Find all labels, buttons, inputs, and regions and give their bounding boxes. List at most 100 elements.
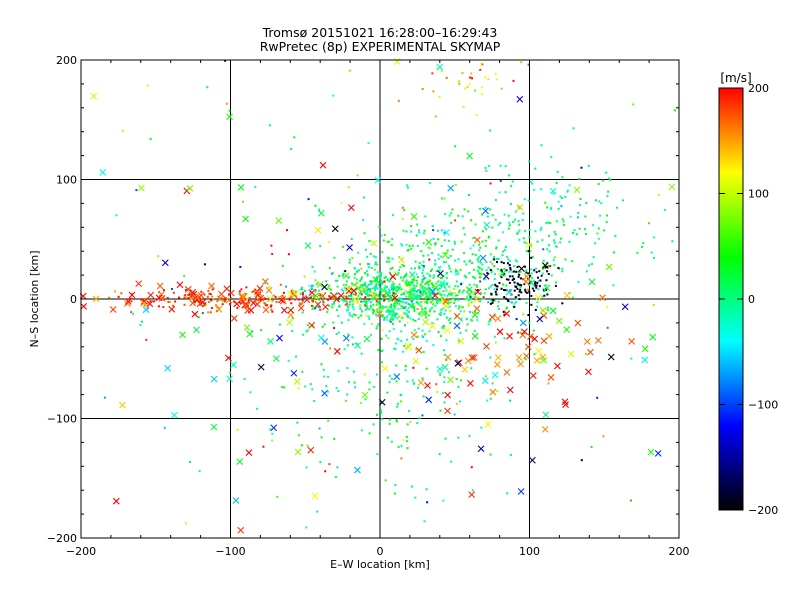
data-point: [468, 82, 471, 85]
data-point: [471, 253, 474, 256]
data-point: [506, 298, 509, 301]
data-point: [518, 290, 521, 293]
data-point: [407, 186, 410, 189]
data-point: [375, 313, 378, 316]
colorbar-tick-label: 0: [748, 293, 755, 306]
data-point: [425, 488, 428, 491]
data-point: [438, 453, 441, 456]
data-point-cross: [80, 302, 88, 310]
data-point: [346, 393, 349, 396]
colorbar-label: [m/s]: [720, 71, 751, 85]
data-point-cross: [468, 354, 476, 361]
data-point-cross: [237, 526, 245, 534]
data-point: [433, 310, 436, 313]
data-point: [491, 301, 494, 304]
data-point: [449, 317, 452, 320]
data-point: [457, 272, 460, 275]
data-point: [537, 288, 540, 291]
data-point: [346, 297, 349, 300]
data-point: [498, 281, 501, 284]
data-point: [472, 292, 475, 295]
data-point: [559, 237, 562, 240]
data-point: [414, 496, 417, 499]
data-point: [328, 463, 331, 466]
data-point: [365, 303, 368, 306]
data-point: [385, 334, 388, 337]
data-point: [436, 280, 439, 283]
data-point: [170, 287, 173, 290]
data-point: [406, 447, 409, 450]
data-point: [411, 298, 414, 301]
data-point: [350, 295, 353, 298]
data-point: [545, 279, 548, 282]
data-point: [413, 382, 416, 385]
data-point: [544, 201, 547, 204]
data-point: [495, 78, 498, 81]
data-point: [494, 341, 497, 344]
data-point: [425, 312, 428, 315]
data-point: [509, 266, 512, 269]
data-point-cross: [516, 95, 524, 103]
data-point: [377, 283, 380, 286]
data-point: [410, 282, 413, 285]
data-point: [513, 281, 516, 284]
data-point: [366, 305, 369, 308]
data-point: [489, 208, 492, 211]
data-point: [371, 308, 374, 311]
data-point: [518, 298, 521, 301]
data-point: [383, 299, 386, 302]
data-point: [439, 374, 442, 377]
data-point: [319, 245, 322, 248]
data-point: [425, 302, 428, 305]
data-point: [244, 293, 247, 296]
data-point: [329, 288, 332, 291]
data-point: [441, 297, 444, 300]
y-tick-label: 100: [56, 174, 77, 187]
data-point: [327, 286, 330, 289]
data-point: [422, 287, 425, 290]
data-point: [494, 283, 497, 286]
data-point: [325, 280, 328, 283]
data-point: [366, 262, 369, 265]
data-point-cross: [515, 354, 523, 361]
data-point: [372, 296, 375, 299]
data-point: [121, 129, 124, 132]
data-point: [397, 269, 400, 272]
data-point: [486, 399, 489, 402]
data-point-cross: [474, 236, 481, 244]
data-point: [360, 267, 363, 270]
data-point: [328, 284, 331, 287]
data-point: [523, 283, 526, 286]
data-point: [162, 289, 165, 292]
data-point: [521, 218, 524, 221]
data-point: [390, 303, 393, 306]
data-point: [481, 263, 484, 266]
data-point: [315, 305, 318, 308]
data-point: [420, 305, 423, 308]
data-point: [360, 401, 363, 404]
data-point: [431, 225, 434, 228]
data-point: [494, 199, 497, 202]
data-point: [459, 310, 462, 313]
data-point: [425, 367, 428, 370]
data-point: [534, 281, 537, 284]
data-point: [348, 258, 351, 261]
data-point: [524, 358, 527, 361]
data-point-cross: [156, 282, 164, 290]
data-point: [519, 270, 522, 273]
data-point: [508, 260, 511, 263]
data-point: [534, 167, 537, 170]
data-point: [327, 304, 330, 307]
data-point: [344, 303, 347, 306]
data-point: [438, 287, 441, 290]
data-point: [413, 287, 416, 290]
data-point: [411, 244, 414, 247]
data-point: [459, 331, 462, 334]
data-point: [377, 294, 380, 297]
data-point-cross: [425, 396, 433, 404]
data-point: [417, 327, 420, 330]
data-point: [201, 312, 204, 315]
data-point-cross: [321, 338, 329, 345]
data-point: [435, 383, 438, 386]
data-point: [157, 305, 160, 308]
